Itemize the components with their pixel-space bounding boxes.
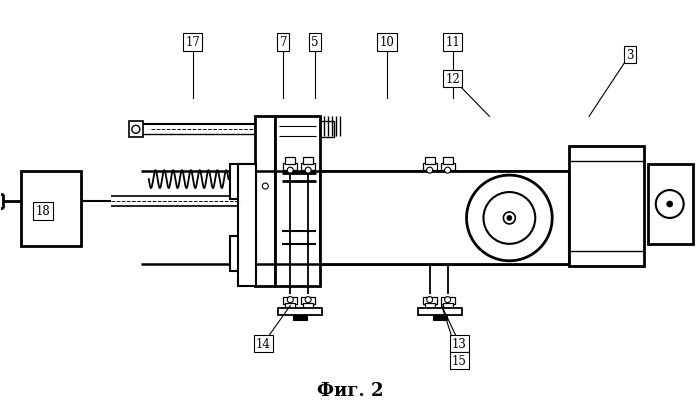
Bar xyxy=(301,164,315,171)
Circle shape xyxy=(426,168,433,174)
Circle shape xyxy=(445,168,451,174)
Text: 5: 5 xyxy=(311,36,319,49)
Text: 13: 13 xyxy=(452,337,467,350)
Bar xyxy=(423,297,437,304)
Bar xyxy=(238,165,257,286)
Bar xyxy=(316,122,334,138)
Bar xyxy=(255,117,275,286)
Text: Фиг. 2: Фиг. 2 xyxy=(317,381,383,399)
Bar xyxy=(303,303,313,310)
Text: 17: 17 xyxy=(185,36,200,49)
Circle shape xyxy=(287,168,293,174)
Circle shape xyxy=(507,216,512,221)
Circle shape xyxy=(466,176,552,261)
Bar xyxy=(285,158,295,165)
Bar xyxy=(293,315,307,320)
Bar xyxy=(425,303,435,310)
Bar xyxy=(275,117,320,286)
Bar xyxy=(285,303,295,310)
Bar xyxy=(425,158,435,165)
Bar xyxy=(440,164,454,171)
Text: 10: 10 xyxy=(380,36,394,49)
Circle shape xyxy=(262,184,268,190)
Circle shape xyxy=(305,297,311,303)
Text: 18: 18 xyxy=(36,205,50,218)
Circle shape xyxy=(484,192,535,244)
Text: 14: 14 xyxy=(256,337,271,350)
Bar xyxy=(301,297,315,304)
Bar xyxy=(283,297,297,304)
Bar xyxy=(440,297,454,304)
Bar xyxy=(433,315,447,320)
Bar xyxy=(569,147,644,266)
Bar xyxy=(303,158,313,165)
Bar xyxy=(442,158,452,165)
Circle shape xyxy=(287,297,293,303)
Bar xyxy=(442,303,452,310)
Circle shape xyxy=(503,212,515,224)
Bar xyxy=(278,308,322,315)
Circle shape xyxy=(667,202,672,207)
Bar xyxy=(129,122,143,138)
Text: 11: 11 xyxy=(445,36,460,49)
Bar xyxy=(283,164,297,171)
Text: 7: 7 xyxy=(280,36,287,49)
Text: 15: 15 xyxy=(452,354,467,367)
Circle shape xyxy=(426,297,433,303)
Bar xyxy=(231,236,257,271)
Bar xyxy=(320,231,428,246)
Circle shape xyxy=(656,191,684,218)
Circle shape xyxy=(132,126,140,134)
Bar xyxy=(418,308,461,315)
Bar xyxy=(21,172,81,246)
Bar xyxy=(320,172,569,264)
Bar xyxy=(231,165,257,199)
Bar xyxy=(423,164,437,171)
Circle shape xyxy=(445,297,451,303)
Text: 12: 12 xyxy=(445,73,460,86)
Bar xyxy=(648,165,693,244)
Circle shape xyxy=(305,168,311,174)
Text: 3: 3 xyxy=(626,49,633,62)
